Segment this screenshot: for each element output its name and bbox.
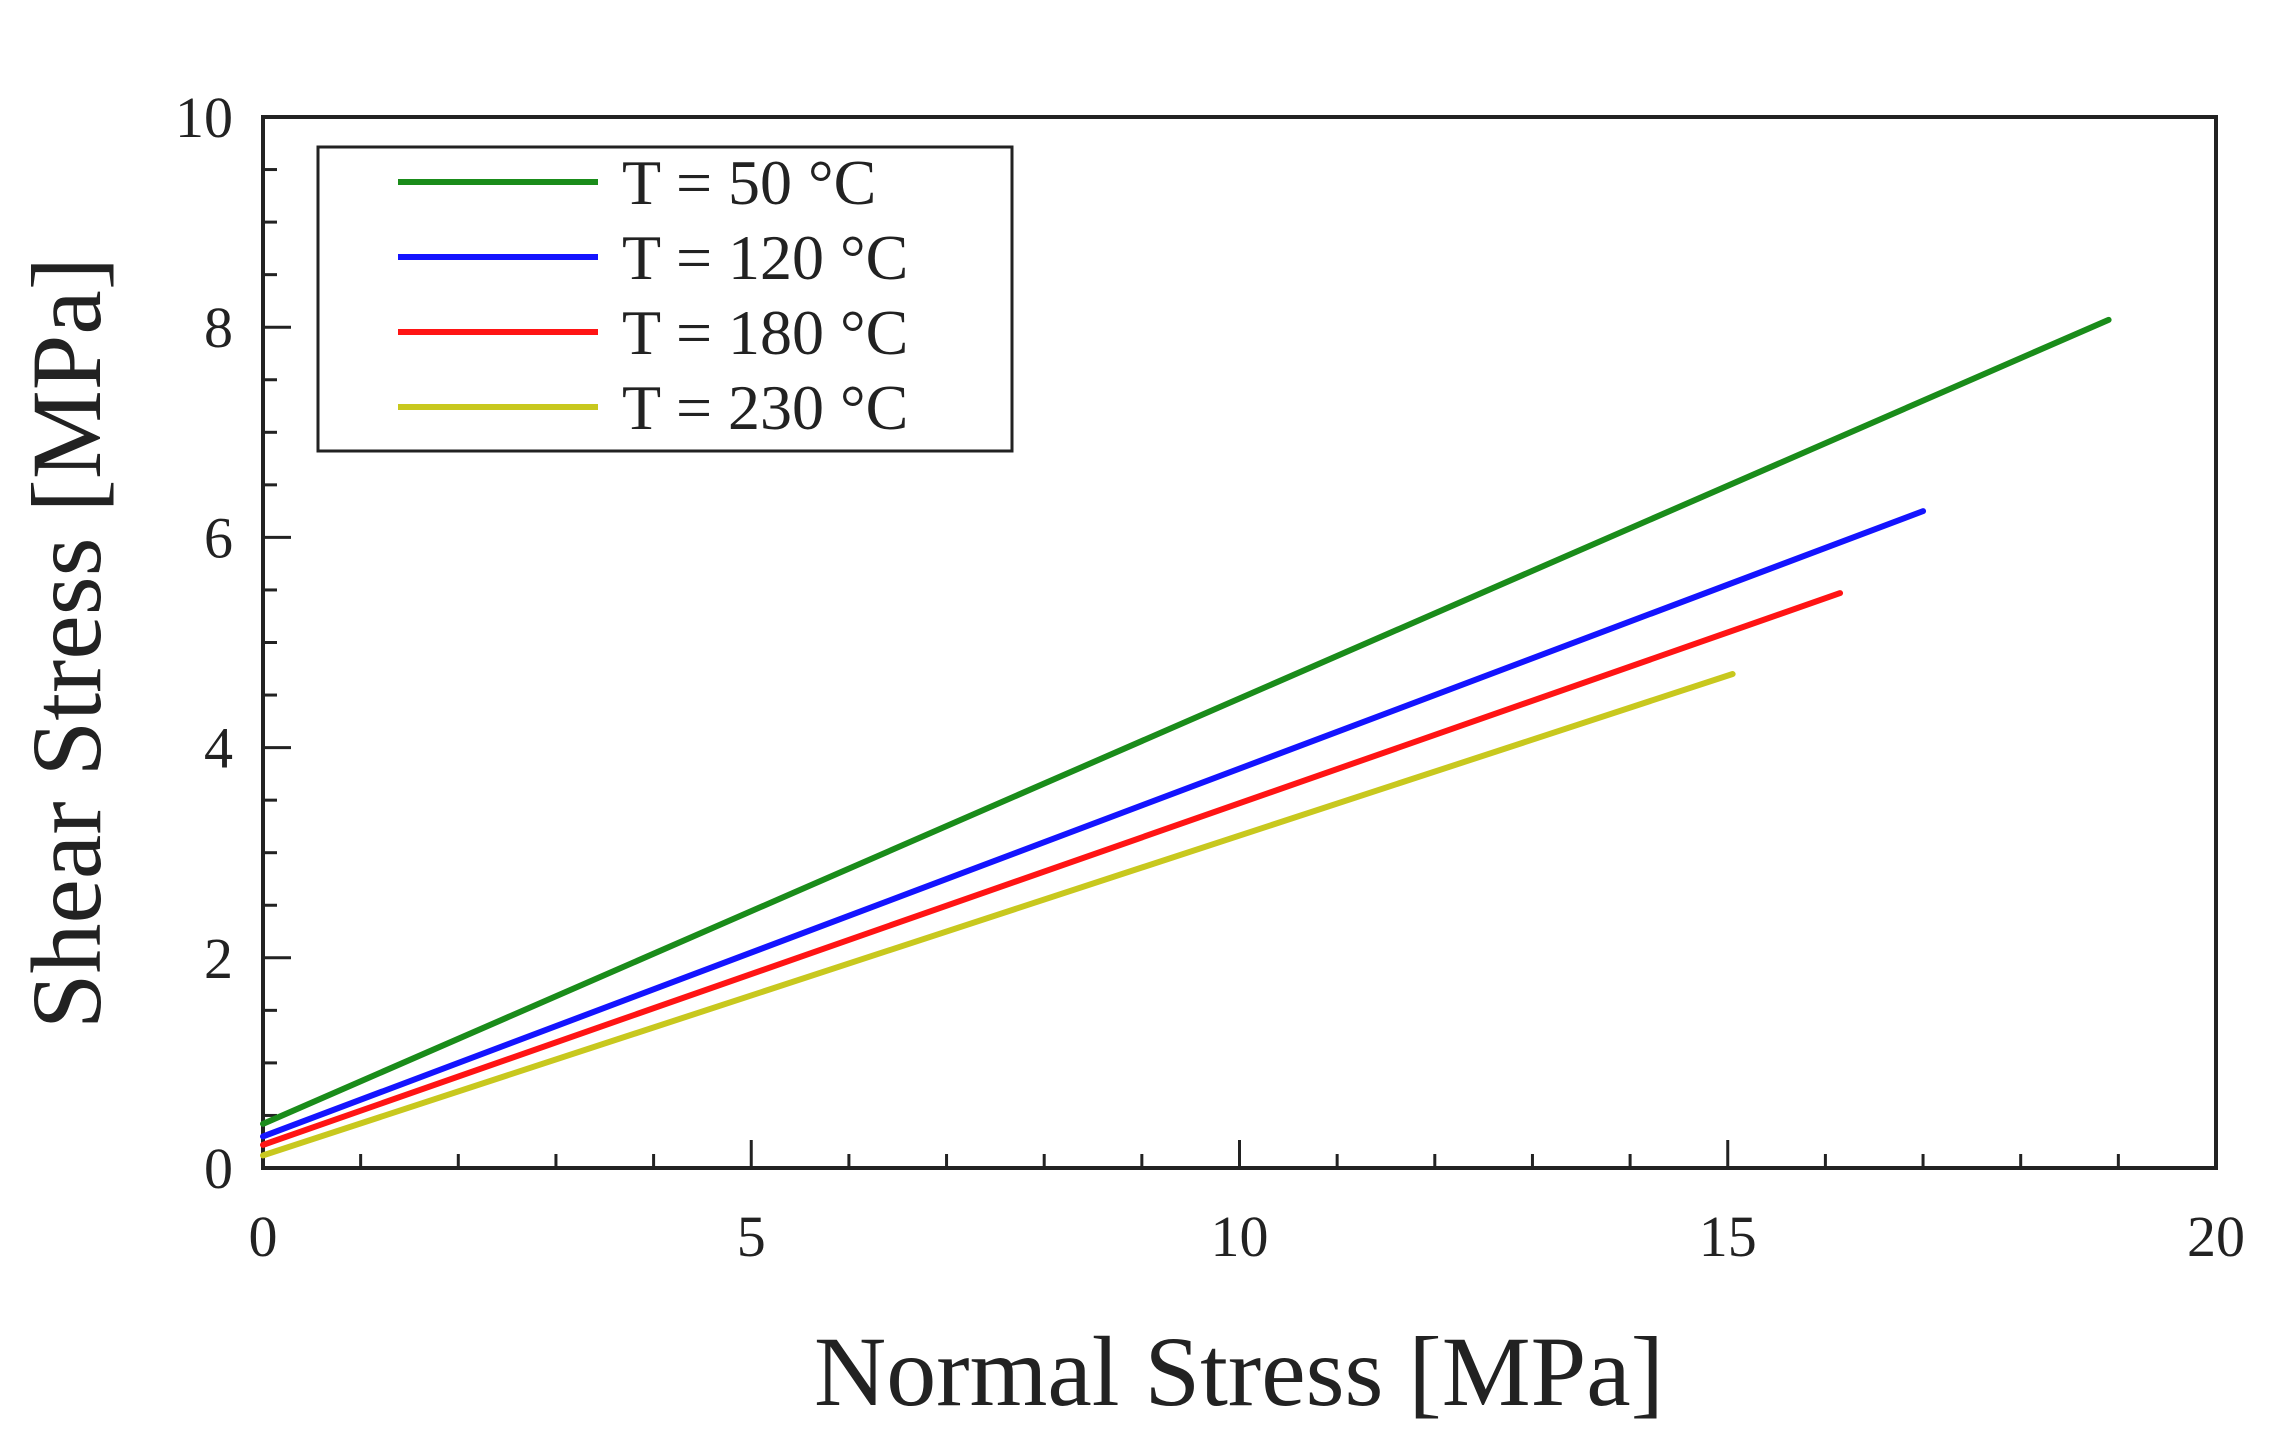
series-lines	[260, 316, 2112, 1159]
y-tick-label: 4	[204, 716, 233, 781]
x-tick-label: 0	[249, 1204, 278, 1269]
y-tick-labels: 0 2 4 6 8 10	[175, 85, 233, 1201]
series-line-3	[260, 590, 1844, 1148]
y-tick-label: 2	[204, 926, 233, 991]
y-axis-title: Shear Stress [MPa]	[11, 257, 122, 1029]
major-ticks	[261, 115, 2218, 1170]
x-tick-label: 20	[2187, 1204, 2245, 1269]
x-tick-label: 15	[1699, 1204, 1757, 1269]
legend-label-3: T = 180 °C	[622, 297, 908, 368]
legend-box	[316, 145, 1014, 453]
legend-items: T = 50 °CT = 120 °CT = 180 °CT = 230 °C	[398, 147, 908, 443]
legend-label-1: T = 50 °C	[622, 147, 876, 218]
x-axis-title: Normal Stress [MPa]	[814, 1316, 1664, 1427]
y-tick-label: 10	[175, 85, 233, 150]
y-tick-label: 0	[204, 1136, 233, 1201]
y-tick-label: 6	[204, 505, 233, 570]
x-tick-labels: 0 5 10 15 20	[249, 1204, 2246, 1269]
minor-ticks	[263, 168, 2120, 1168]
series-line-4	[260, 671, 1736, 1159]
series-line-2	[260, 508, 1927, 1140]
series-line-1	[260, 316, 2112, 1127]
x-tick-label: 10	[1211, 1204, 1269, 1269]
legend: T = 50 °CT = 120 °CT = 180 °CT = 230 °C	[316, 145, 1014, 453]
x-tick-label: 5	[737, 1204, 766, 1269]
legend-label-4: T = 230 °C	[622, 372, 908, 443]
y-tick-label: 8	[204, 295, 233, 360]
legend-label-2: T = 120 °C	[622, 222, 908, 293]
